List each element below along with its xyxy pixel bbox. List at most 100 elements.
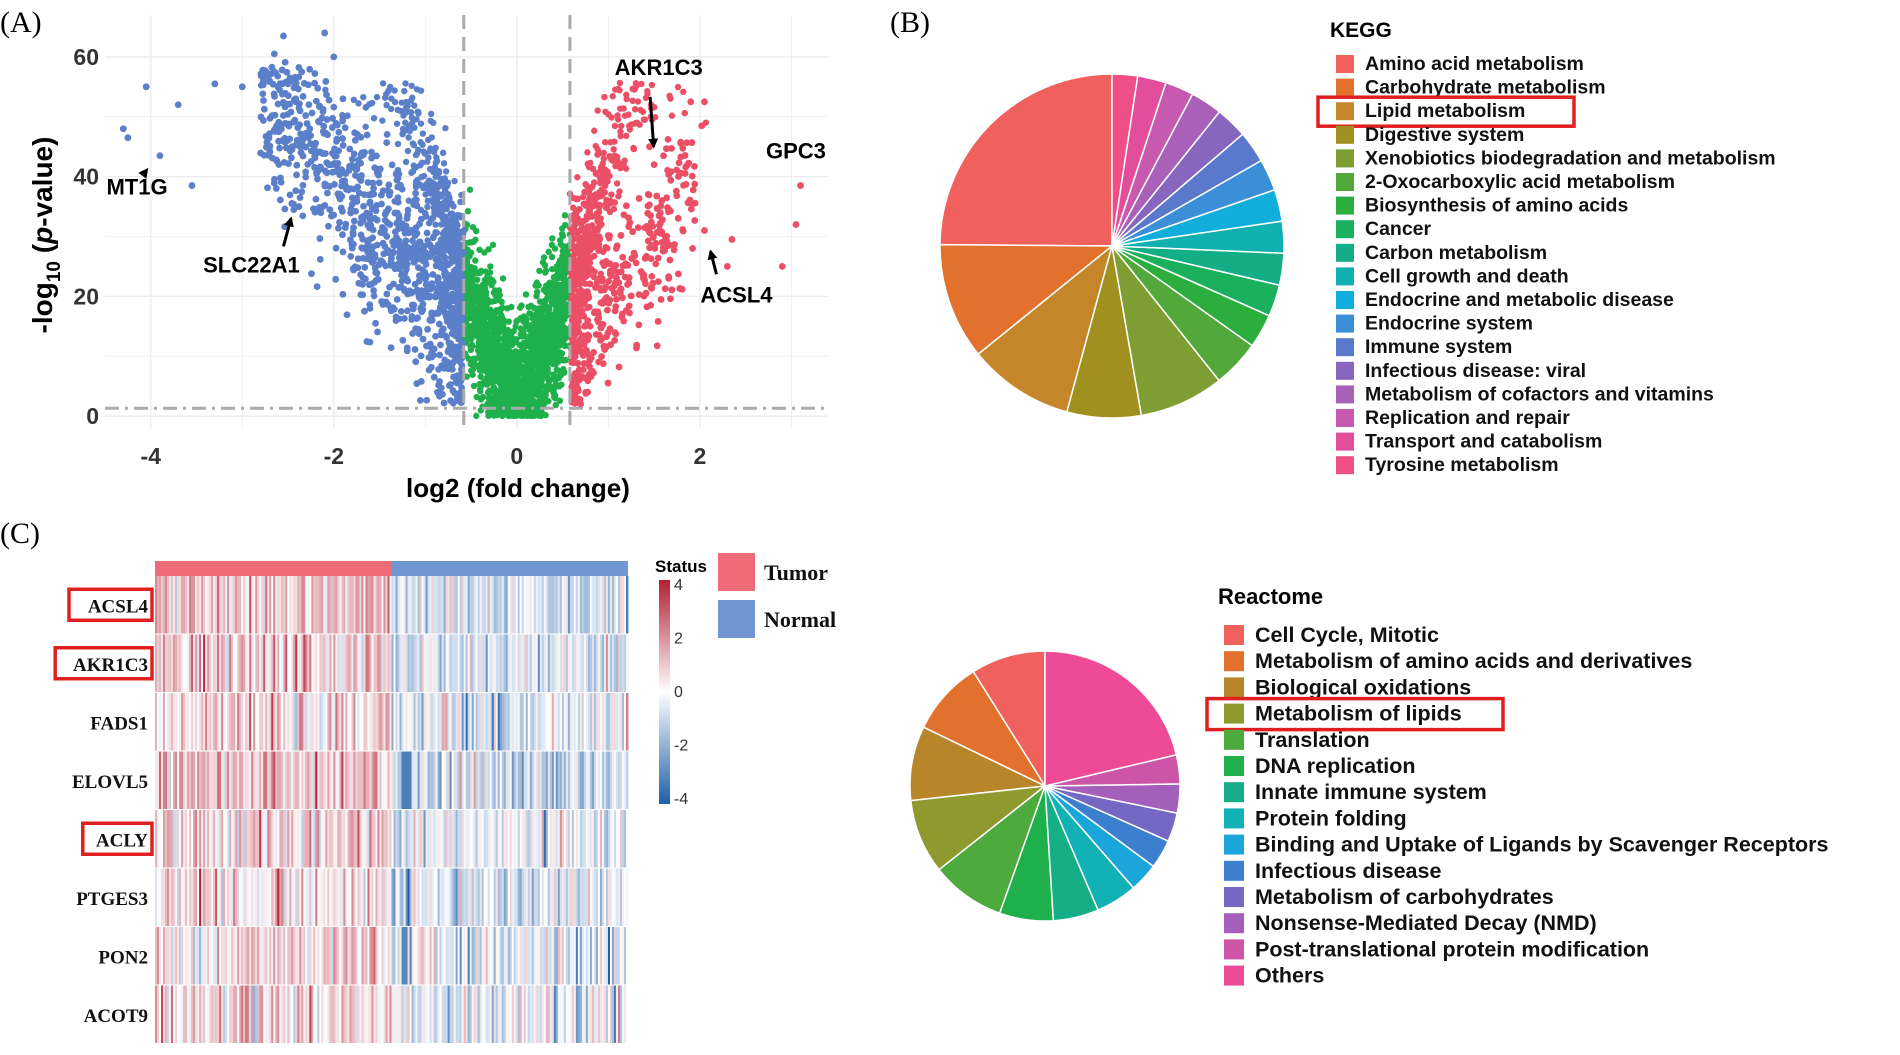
volcano-point: [465, 355, 472, 362]
volcano-point: [313, 169, 321, 176]
volcano-point-up: [701, 98, 708, 106]
annotation-arrow: [281, 216, 294, 247]
volcano-point: [334, 190, 342, 198]
volcano-point: [411, 196, 419, 204]
heatmap-cell: [493, 693, 497, 751]
legend-label: Biosynthesis of amino acids: [1365, 195, 1628, 217]
volcano-point: [387, 105, 395, 113]
heatmap-cell: [489, 634, 493, 692]
volcano-point: [555, 374, 563, 382]
volcano-point: [584, 149, 591, 156]
legend-label: Endocrine and metabolic disease: [1365, 289, 1674, 311]
heatmap-cell: [589, 634, 593, 692]
heatmap-cell: [403, 751, 406, 809]
heatmap-cell: [523, 634, 527, 692]
volcano-point: [353, 161, 361, 169]
volcano-point: [409, 237, 416, 245]
legend-label: Biological oxidations: [1255, 675, 1471, 699]
volcano-point-down: [280, 32, 287, 40]
heatmap-cell: [445, 634, 449, 692]
heatmap-cell: [363, 576, 366, 634]
heatmap-cell: [199, 693, 202, 751]
heatmap-cell: [447, 576, 451, 634]
volcano-point: [623, 132, 630, 140]
volcano-point: [541, 400, 548, 408]
heatmap-cell: [155, 693, 158, 751]
heatmap-cell: [231, 576, 234, 634]
volcano-point: [339, 141, 347, 149]
heatmap-cell: [451, 693, 455, 751]
heatmap-cell: [523, 693, 527, 751]
volcano-point: [581, 322, 589, 330]
heatmap-cell: [169, 693, 172, 751]
heatmap-cell: [155, 634, 158, 692]
heatmap-cell: [481, 576, 485, 634]
volcano-point: [675, 159, 683, 167]
volcano-point: [677, 169, 685, 177]
heatmap-cell: [429, 576, 432, 634]
heatmap-cell: [261, 751, 264, 809]
volcano-point: [625, 223, 633, 230]
legend-label: Cell Cycle, Mitotic: [1255, 623, 1439, 647]
heatmap-cell: [215, 751, 218, 809]
heatmap-cell: [527, 693, 531, 751]
volcano-point: [616, 79, 624, 87]
heatmap-cell: [311, 634, 314, 692]
volcano-point: [626, 126, 634, 133]
volcano-point: [464, 208, 472, 215]
heatmap-cell: [517, 634, 521, 692]
volcano-point: [472, 269, 479, 277]
volcano-point: [557, 241, 564, 248]
heatmap-cell: [601, 634, 605, 692]
volcano-x-tick-label: 2: [693, 443, 706, 469]
heatmap-cell: [221, 634, 224, 692]
volcano-point: [629, 228, 637, 236]
heatmap-cell: [599, 576, 603, 634]
heatmap-cell: [459, 693, 463, 751]
volcano-point: [585, 271, 592, 278]
heatmap-cell: [245, 751, 248, 809]
heatmap-cell: [307, 751, 310, 809]
volcano-point: [579, 352, 587, 359]
volcano-point: [613, 242, 621, 250]
heatmap-cell: [277, 751, 280, 809]
heatmap-cell: [331, 634, 334, 692]
heatmap-cell: [251, 634, 254, 692]
heatmap-cell: [431, 634, 434, 692]
volcano-point: [423, 229, 431, 237]
heatmap-cell: [561, 634, 565, 692]
heatmap-cell: [171, 634, 174, 692]
heatmap-cell: [329, 693, 332, 751]
volcano-point: [426, 165, 434, 173]
volcano-point: [417, 120, 425, 127]
heatmap-cell: [611, 634, 615, 692]
volcano-point: [446, 283, 453, 291]
volcano-point: [517, 314, 525, 322]
heatmap-cell: [257, 634, 260, 692]
volcano-point: [638, 80, 645, 88]
volcano-point: [628, 255, 636, 262]
volcano-point: [521, 370, 528, 377]
volcano-point: [475, 310, 483, 318]
volcano-point: [346, 145, 354, 153]
volcano-point: [505, 387, 513, 395]
heatmap-cell: [291, 634, 294, 692]
heatmap-cell: [465, 576, 469, 634]
heatmap-cell: [495, 634, 499, 692]
volcano-point: [432, 144, 439, 152]
volcano-point: [533, 288, 541, 296]
volcano-point: [514, 409, 522, 416]
heatmap-cell: [205, 576, 208, 634]
volcano-point: [337, 204, 345, 212]
legend-swatch: [1336, 432, 1354, 451]
heatmap-cell: [521, 576, 525, 634]
volcano-point: [415, 110, 422, 117]
volcano-x-tick-label: -2: [324, 443, 344, 469]
heatmap-cell: [567, 634, 571, 692]
volcano-point: [304, 81, 312, 89]
volcano-point: [467, 343, 474, 351]
volcano-point: [551, 345, 558, 353]
volcano-point: [430, 180, 438, 188]
heatmap-cell: [603, 634, 607, 692]
